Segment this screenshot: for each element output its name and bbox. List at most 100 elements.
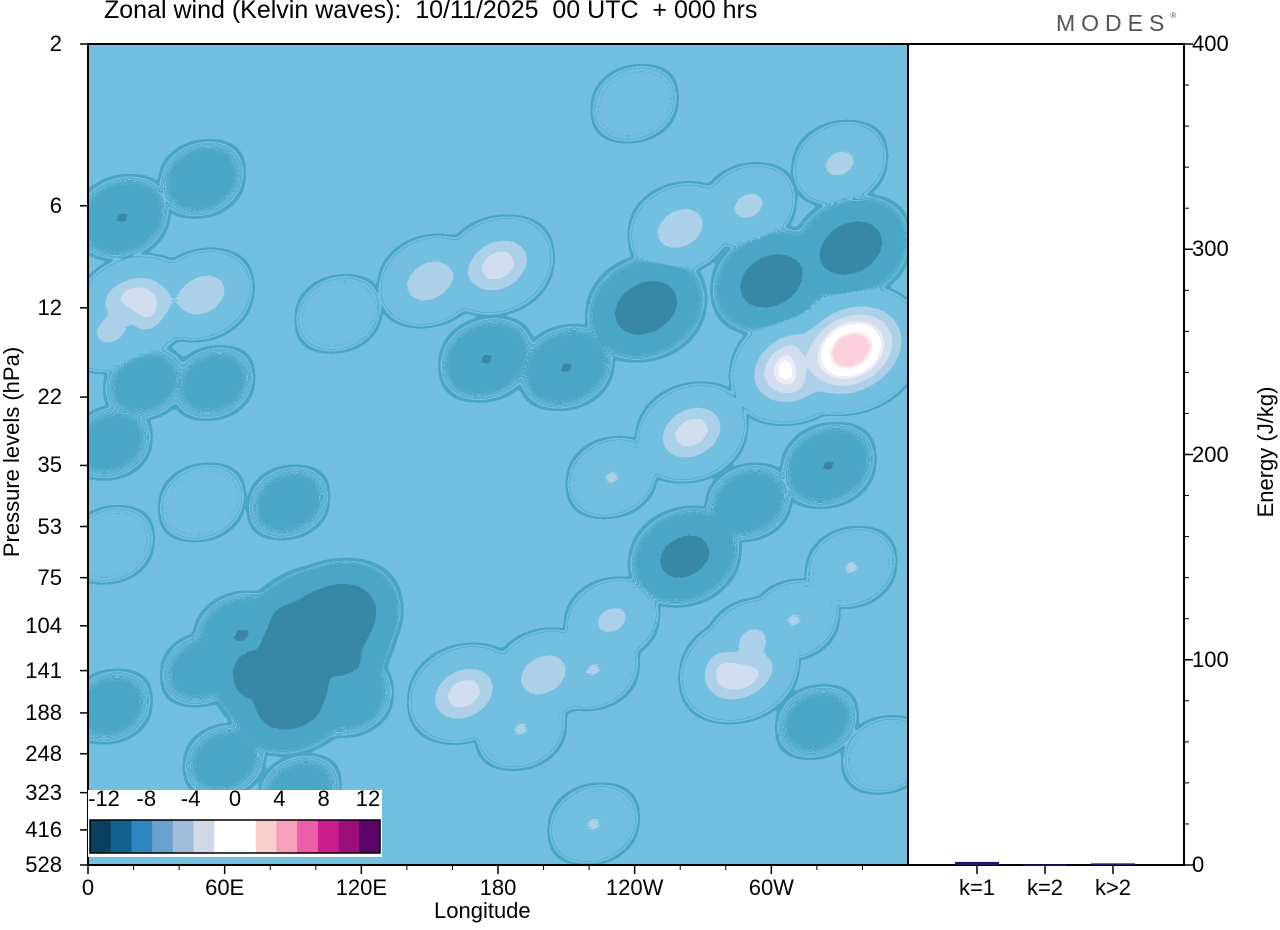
- field-blob: [204, 375, 223, 391]
- energy-tick-label: 400: [1192, 31, 1229, 56]
- y-axis-label: Pressure levels (hPa): [0, 346, 24, 558]
- colorbar-swatch: [276, 820, 298, 853]
- colorbar-swatch: [297, 820, 319, 853]
- colorbar-tick-label: 12: [355, 786, 381, 811]
- colorbar-tick-label: -8: [136, 786, 157, 811]
- field-blob: [630, 294, 663, 322]
- field-blob: [192, 662, 211, 677]
- heatmap-layer: [88, 44, 908, 865]
- y-tick-label: 53: [37, 513, 62, 539]
- field-blob: [583, 660, 605, 679]
- field-blob: [110, 208, 134, 228]
- field-blob: [875, 746, 896, 763]
- k-tick-label: k=2: [1026, 875, 1064, 900]
- colorbar: [88, 790, 382, 857]
- field-blob: [600, 610, 624, 630]
- field-blob: [100, 536, 121, 553]
- y-tick-label: 528: [25, 852, 62, 877]
- field-blob: [601, 468, 623, 487]
- y-tick-label: 35: [37, 452, 62, 478]
- colorbar-swatch: [338, 820, 360, 853]
- field-blob: [101, 699, 120, 714]
- x-tick-label: 120E: [335, 875, 388, 900]
- energy-bars: [955, 861, 1135, 866]
- colorbar-swatch: [193, 820, 215, 853]
- k-tick-label: k>2: [1094, 875, 1132, 900]
- field-blob: [554, 358, 578, 377]
- field-blob: [755, 267, 788, 295]
- energy-tick-label: 200: [1192, 441, 1229, 467]
- energy-tick-label: 0: [1192, 852, 1205, 877]
- field-blob: [449, 681, 479, 706]
- colorbar-swatch: [131, 820, 153, 853]
- energy-bar: [1023, 864, 1067, 866]
- energy-frame: [907, 43, 1185, 866]
- modes-logo: MODES®: [1056, 10, 1176, 37]
- field-blob: [279, 495, 298, 510]
- colorbar-swatch: [172, 820, 195, 853]
- colorbar-frame: [89, 819, 381, 854]
- field-blob: [583, 815, 605, 833]
- colorbar-tick-label: -4: [180, 786, 201, 811]
- field-blob: [835, 234, 868, 262]
- colorbar-swatch: [359, 820, 381, 853]
- field-blob: [783, 611, 805, 629]
- field-blob: [99, 321, 123, 340]
- energy-tick-label: 100: [1192, 646, 1229, 672]
- field-blob: [275, 683, 311, 714]
- y-tick-label: 416: [25, 816, 62, 842]
- field-blobs: [88, 82, 908, 848]
- registered-mark: ®: [1170, 11, 1177, 21]
- field-blob: [135, 375, 154, 391]
- colorbar-swatch: [110, 820, 132, 853]
- field-blob: [188, 284, 215, 306]
- y-tick-label: 141: [25, 657, 62, 683]
- colorbar-tick-label: 4: [273, 786, 286, 811]
- field-blob: [192, 494, 212, 511]
- x-tick-label: 60E: [205, 875, 245, 900]
- energy-tick-label: 300: [1192, 236, 1229, 262]
- field-blob: [737, 196, 760, 216]
- field-blob: [475, 349, 498, 369]
- x-tick-label: 60W: [748, 875, 794, 900]
- field-blob: [624, 95, 645, 112]
- brand-text: MODES: [1056, 10, 1171, 36]
- field-blob: [215, 753, 234, 769]
- y-tick-label: 2: [49, 31, 62, 56]
- field-blob: [416, 270, 443, 292]
- field-blob: [314, 603, 354, 637]
- field-blob: [828, 153, 852, 173]
- x-axis-label: Longitude: [434, 898, 531, 923]
- energy-bar: [1091, 863, 1135, 865]
- colorbar-swatch: [255, 820, 277, 853]
- field-blob: [670, 544, 700, 569]
- y-tick-label: 22: [37, 384, 62, 410]
- energy-bar: [955, 861, 999, 865]
- colorbar-tick-label: 8: [317, 786, 330, 811]
- k-tick-label: k=1: [958, 875, 996, 900]
- field-blob: [677, 420, 707, 445]
- field-blob: [741, 631, 765, 651]
- field-blob: [530, 663, 557, 686]
- field-blob: [738, 494, 759, 511]
- field-blob: [483, 253, 513, 278]
- colorbar-swatch: [317, 820, 340, 853]
- colorbar-swatch: [214, 820, 236, 853]
- field-blob: [840, 558, 862, 577]
- field-blob: [192, 170, 212, 187]
- chart-title: Zonal wind (Kelvin waves): 10/11/2025 00…: [104, 0, 758, 24]
- y-tick-label: 104: [25, 612, 62, 638]
- field-blob: [328, 305, 349, 322]
- field-blob: [830, 332, 872, 369]
- contour-field: [88, 44, 908, 865]
- field-blob: [229, 624, 252, 644]
- y-tick-label: 188: [25, 699, 62, 725]
- field-blob: [101, 435, 120, 451]
- colorbar-swatch: [152, 820, 174, 853]
- y-tick-label: 6: [49, 192, 62, 218]
- x-tick-label: 0: [81, 875, 95, 900]
- field-blob: [340, 690, 360, 707]
- field-blob: [807, 714, 826, 730]
- field-blob: [510, 720, 532, 738]
- y-tick-label: 323: [25, 779, 62, 805]
